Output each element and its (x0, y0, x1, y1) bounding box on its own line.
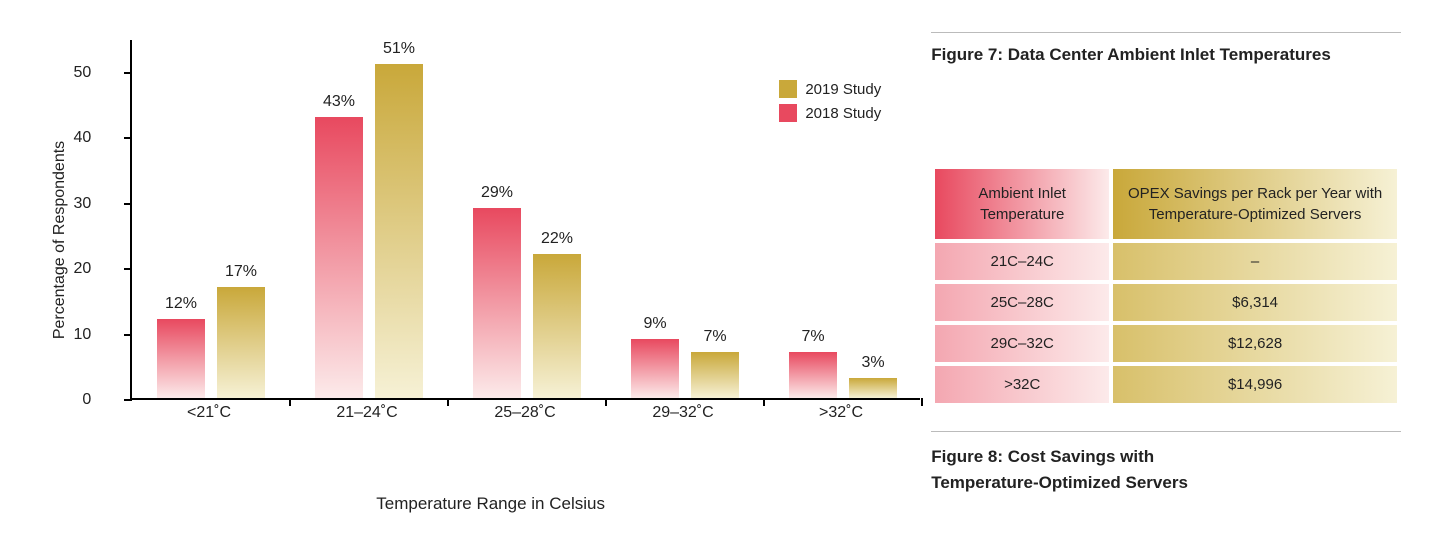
y-tick-label: 0 (82, 391, 91, 409)
bar-value-label: 22% (541, 230, 573, 248)
table-header-temp: Ambient Inlet Temperature (935, 169, 1109, 239)
category-label: 21–24˚C (336, 404, 397, 422)
bar-chart-panel: Percentage of Respondents 12%17%43%51%29… (30, 20, 891, 514)
legend-item-2018: 2018 Study (779, 104, 881, 122)
legend-swatch-red (779, 104, 797, 122)
bar-red: 43% (315, 117, 363, 398)
bar-gold: 7% (691, 352, 739, 398)
figure8-caption: Figure 8: Cost Savings with Temperature-… (931, 431, 1401, 495)
legend-item-2019: 2019 Study (779, 80, 881, 98)
figure8-caption-line1: Figure 8: Cost Savings with (931, 447, 1154, 466)
y-tick-label: 30 (73, 195, 91, 213)
table-header-row: Ambient Inlet Temperature OPEX Savings p… (935, 169, 1397, 239)
legend-label-2018: 2018 Study (805, 105, 881, 122)
figure8-caption-line2: Temperature-Optimized Servers (931, 473, 1188, 492)
chart-legend: 2019 Study 2018 Study (779, 80, 881, 128)
cell-savings: – (1113, 243, 1397, 280)
bar-value-label: 29% (481, 184, 513, 202)
legend-label-2019: 2019 Study (805, 81, 881, 98)
y-tick-label: 40 (73, 129, 91, 147)
bar-value-label: 17% (225, 263, 257, 281)
cell-temp: 25C–28C (935, 284, 1109, 321)
x-axis-title: Temperature Range in Celsius (90, 494, 891, 514)
figure7-caption: Figure 7: Data Center Ambient Inlet Temp… (931, 32, 1401, 65)
bar-gold: 3% (849, 378, 897, 398)
table-row: 29C–32C $12,628 (935, 325, 1397, 362)
bar-value-label: 7% (801, 328, 824, 346)
table-row: 25C–28C $6,314 (935, 284, 1397, 321)
bar-value-label: 3% (861, 354, 884, 372)
bar-gold: 22% (533, 254, 581, 398)
page-root: Percentage of Respondents 12%17%43%51%29… (30, 20, 1401, 514)
bar-chart: Percentage of Respondents 12%17%43%51%29… (90, 30, 891, 450)
savings-table: Ambient Inlet Temperature OPEX Savings p… (931, 165, 1401, 407)
bar-value-label: 12% (165, 295, 197, 313)
bar-red: 7% (789, 352, 837, 398)
bar-value-label: 51% (383, 40, 415, 58)
cell-savings: $12,628 (1113, 325, 1397, 362)
bar-red: 9% (631, 339, 679, 398)
bar-value-label: 43% (323, 93, 355, 111)
category-label: 29–32˚C (652, 404, 713, 422)
bar-red: 29% (473, 208, 521, 398)
category-label: <21˚C (187, 404, 231, 422)
bar-value-label: 7% (703, 328, 726, 346)
y-axis-title: Percentage of Respondents (51, 141, 69, 339)
cell-temp: 21C–24C (935, 243, 1109, 280)
table-row: 21C–24C – (935, 243, 1397, 280)
legend-swatch-gold (779, 80, 797, 98)
category-label: 25–28˚C (494, 404, 555, 422)
bar-gold: 51% (375, 64, 423, 398)
y-tick-label: 50 (73, 64, 91, 82)
cell-temp: 29C–32C (935, 325, 1109, 362)
right-panel: Figure 7: Data Center Ambient Inlet Temp… (931, 20, 1401, 514)
cell-savings: $6,314 (1113, 284, 1397, 321)
category-label: >32˚C (819, 404, 863, 422)
bar-red: 12% (157, 319, 205, 398)
y-tick-label: 10 (73, 326, 91, 344)
cell-savings: $14,996 (1113, 366, 1397, 403)
y-tick-label: 20 (73, 260, 91, 278)
table-row: >32C $14,996 (935, 366, 1397, 403)
bar-value-label: 9% (643, 315, 666, 333)
bar-gold: 17% (217, 287, 265, 398)
cell-temp: >32C (935, 366, 1109, 403)
table-header-savings: OPEX Savings per Rack per Year with Temp… (1113, 169, 1397, 239)
